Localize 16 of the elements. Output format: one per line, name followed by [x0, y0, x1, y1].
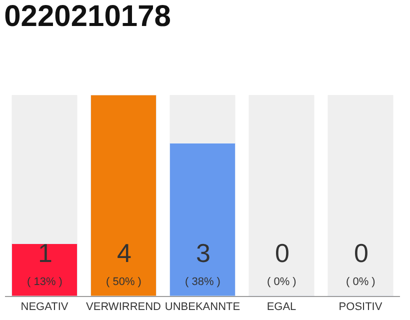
- x-tick-label: VERWIRREND: [86, 301, 162, 314]
- x-tick-label: POSITIV: [338, 301, 383, 314]
- x-tick-label: UNBEKANNTE: [164, 301, 240, 314]
- data-label: ( 50% ): [106, 276, 142, 288]
- annotation: 4: [117, 238, 132, 268]
- data-label: ( 0% ): [346, 276, 376, 288]
- annotation: 3: [196, 238, 210, 268]
- annotation: 1: [38, 238, 52, 268]
- x-tick-label: EGAL: [266, 301, 296, 314]
- data-label: ( 38% ): [185, 276, 220, 288]
- annotation: 0: [354, 238, 368, 268]
- annotation: 0: [275, 238, 290, 268]
- data-label: ( 0% ): [267, 276, 296, 288]
- chart-title: 0220210178: [4, 0, 171, 33]
- data-label: ( 13% ): [27, 276, 62, 288]
- x-tick-label: NEGATIV: [20, 301, 69, 314]
